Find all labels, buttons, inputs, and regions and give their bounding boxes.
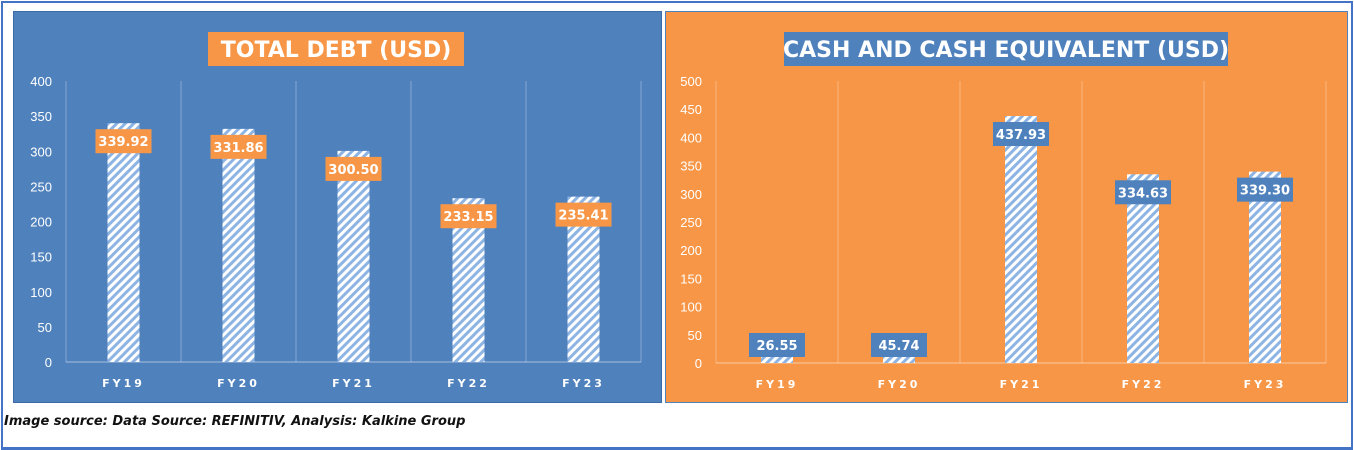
x-tick-label: FY19 [756, 378, 799, 391]
y-tick-label: 400 [30, 74, 52, 89]
y-tick-label: 100 [680, 300, 702, 315]
data-label: 45.74 [878, 339, 919, 354]
bar-FY21 [337, 150, 370, 362]
x-tick-label: FY21 [332, 377, 375, 390]
chart-svg: TOTAL DEBT (USD) 0 50 100 150 200 250 300 350 400… [30, 32, 642, 390]
y-tick-label: 200 [680, 243, 702, 258]
x-tick-label: FY22 [1122, 378, 1165, 391]
chart-title-box [208, 32, 464, 66]
bar-FY22 [1127, 174, 1159, 363]
x-tick-label: FY19 [102, 377, 145, 390]
data-label: 235.41 [558, 209, 608, 224]
data-label: 437.93 [996, 128, 1046, 143]
data-label: 300.50 [328, 163, 378, 178]
cash-chart: CASH AND CASH EQUIVALENT (USD) 0 50 100 150 2… [665, 11, 1348, 403]
data-label: 26.55 [756, 339, 797, 354]
image-caption: Image source: Data Source: REFINITIV, An… [4, 414, 466, 429]
bar-FY21 [1005, 116, 1037, 363]
total-debt-chart: TOTAL DEBT (USD) 0 50 100 150 200 250 300 350 400… [13, 11, 662, 403]
y-tick-label: 500 [680, 74, 702, 89]
bar-FY23 [1249, 171, 1281, 363]
x-tick-label: FY23 [1244, 378, 1287, 391]
x-tick-label: FY23 [562, 377, 605, 390]
data-label: 339.30 [1240, 184, 1290, 199]
y-tick-label: 300 [680, 187, 702, 202]
data-label-box [1115, 180, 1171, 205]
y-tick-label: 250 [680, 215, 702, 230]
data-label-box [555, 202, 612, 227]
y-tick-label: 450 [680, 102, 702, 117]
y-tick-label: 50 [688, 328, 702, 343]
y-tick-label: 0 [45, 355, 52, 370]
data-label-box [993, 122, 1049, 147]
chart-title: TOTAL DEBT (USD) [221, 38, 452, 63]
chart-svg: CASH AND CASH EQUIVALENT (USD) 0 50 100 150 2… [680, 32, 1327, 391]
data-label-box [1237, 177, 1293, 202]
data-label: 331.86 [213, 141, 263, 156]
data-label-box [871, 333, 927, 357]
x-tick-label: FY20 [878, 378, 921, 391]
y-tick-label: 350 [30, 109, 52, 124]
y-tick-label: 100 [30, 285, 52, 300]
data-label: 334.63 [1118, 186, 1168, 201]
y-tick-label: 0 [695, 356, 702, 371]
data-label-box [440, 204, 497, 229]
bar-FY19 [107, 123, 140, 362]
data-label-box [95, 129, 152, 154]
x-tick-label: FY21 [1000, 378, 1043, 391]
data-label-box [749, 333, 805, 357]
x-tick-label: FY20 [217, 377, 260, 390]
y-tick-label: 150 [30, 250, 52, 265]
y-tick-label: 300 [30, 144, 52, 159]
data-label-box [210, 134, 267, 159]
data-label-box [325, 156, 382, 181]
y-tick-label: 250 [30, 179, 52, 194]
chart-title: CASH AND CASH EQUIVALENT (USD) [783, 38, 1229, 63]
bar-FY20 [222, 128, 255, 362]
y-tick-label: 150 [680, 271, 702, 286]
data-label: 233.15 [443, 210, 493, 225]
y-tick-label: 400 [680, 130, 702, 145]
chart-title-box [784, 32, 1228, 66]
y-tick-label: 50 [38, 320, 52, 335]
data-label: 339.92 [98, 135, 148, 150]
y-tick-label: 200 [30, 215, 52, 230]
y-tick-label: 350 [680, 159, 702, 174]
x-tick-label: FY22 [447, 377, 490, 390]
